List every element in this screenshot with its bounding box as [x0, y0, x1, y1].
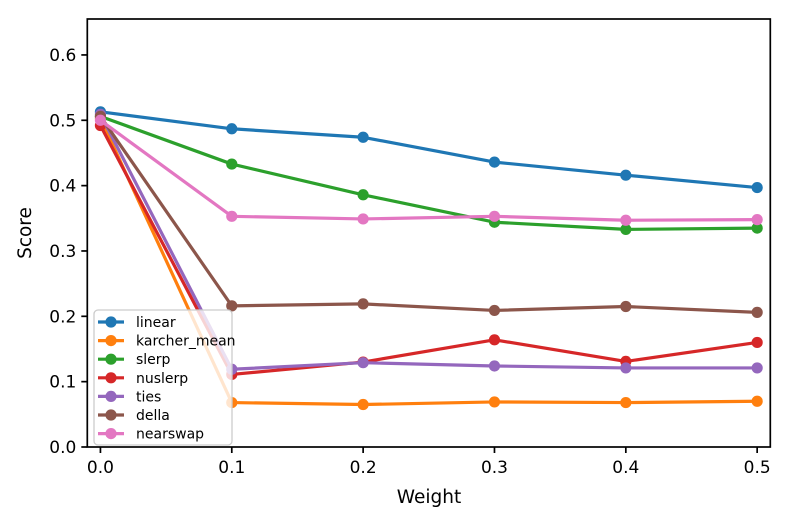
legend-label: slerp	[136, 352, 171, 368]
legend-label: linear	[136, 315, 176, 331]
data-point-ties	[488, 360, 501, 372]
data-point-nearswap	[226, 210, 238, 222]
y-tick-label: 0.0	[49, 438, 76, 458]
legend-entry: karcher_mean	[98, 334, 236, 350]
data-point-della	[751, 306, 763, 318]
series-nearswap	[94, 114, 763, 226]
plot-border	[86, 18, 772, 448]
x-tick-label: 0.0	[87, 458, 114, 478]
data-point-slerp	[620, 223, 632, 236]
data-point-ties	[357, 357, 369, 369]
data-point-karcher_mean	[357, 398, 369, 411]
series-della	[94, 110, 763, 318]
y-axis-label: Score	[15, 207, 36, 259]
series-line-slerp	[99, 114, 758, 232]
legend-entry: ties	[98, 389, 161, 405]
data-point-nuslerp	[488, 334, 501, 346]
legend-marker-nuslerp	[105, 372, 117, 384]
y-tick-label: 0.5	[49, 111, 76, 131]
data-point-slerp	[357, 189, 369, 201]
legend-entry: slerp	[98, 352, 171, 368]
legend-marker-slerp	[105, 353, 117, 365]
data-point-della	[226, 300, 238, 312]
data-point-slerp	[226, 158, 238, 170]
data-point-linear	[226, 123, 238, 135]
legend-entry: nuslerp	[98, 371, 188, 387]
x-tick-label: 0.1	[218, 458, 245, 478]
legend-marker-ties	[105, 390, 117, 402]
data-point-linear	[357, 131, 369, 143]
series-line-linear	[100, 110, 758, 190]
series-line-nearswap	[99, 118, 758, 222]
y-tick-label: 0.1	[49, 373, 76, 393]
data-point-nearswap	[751, 214, 763, 226]
data-point-della	[488, 304, 501, 317]
legend-entry: nearswap	[98, 427, 204, 443]
data-point-nuslerp	[751, 336, 763, 349]
y-tick-label: 0.2	[49, 307, 76, 327]
data-point-nearswap	[94, 114, 107, 126]
data-point-nearswap	[620, 214, 632, 226]
data-point-della	[357, 298, 369, 310]
data-point-linear	[751, 181, 763, 194]
series-line-della	[99, 115, 758, 314]
y-tick-label: 0.3	[49, 242, 76, 262]
y-tick-label: 0.6	[49, 46, 76, 66]
data-point-della	[620, 300, 632, 313]
data-point-karcher_mean	[751, 395, 763, 407]
legend-label: karcher_mean	[136, 334, 236, 350]
x-tick-label: 0.5	[744, 458, 771, 478]
data-point-slerp	[751, 222, 763, 234]
legend-entry: della	[98, 408, 170, 424]
data-point-nearswap	[488, 210, 501, 222]
legend-marker-linear	[105, 316, 117, 328]
x-axis-label: Weight	[397, 487, 461, 508]
legend-label: ties	[136, 389, 161, 405]
legend-marker-karcher_mean	[105, 335, 117, 347]
data-point-karcher_mean	[620, 396, 632, 409]
data-point-ties	[620, 362, 632, 374]
x-tick-label: 0.3	[481, 458, 508, 478]
y-tick-label: 0.4	[49, 177, 76, 197]
legend-box	[93, 309, 233, 446]
x-tick-label: 0.4	[612, 458, 639, 478]
legend-entry: linear	[98, 315, 176, 331]
plot-area: 0.0 0.1 0.2 0.3 0.4 0.5 0.0 0.1 0.2 0.3 0.4 0.5 0.6 l…	[49, 18, 772, 478]
legend-marker-nearswap	[105, 428, 117, 440]
legend-marker-della	[105, 409, 117, 421]
data-point-ties	[751, 362, 763, 374]
x-tick-label: 0.2	[350, 458, 377, 478]
legend-label: nearswap	[136, 427, 204, 443]
data-point-nearswap	[357, 213, 369, 225]
data-point-linear	[620, 169, 632, 181]
legend-label: nuslerp	[136, 371, 188, 387]
legend-label: della	[136, 408, 170, 424]
data-point-linear	[488, 156, 501, 168]
data-point-karcher_mean	[488, 396, 501, 408]
